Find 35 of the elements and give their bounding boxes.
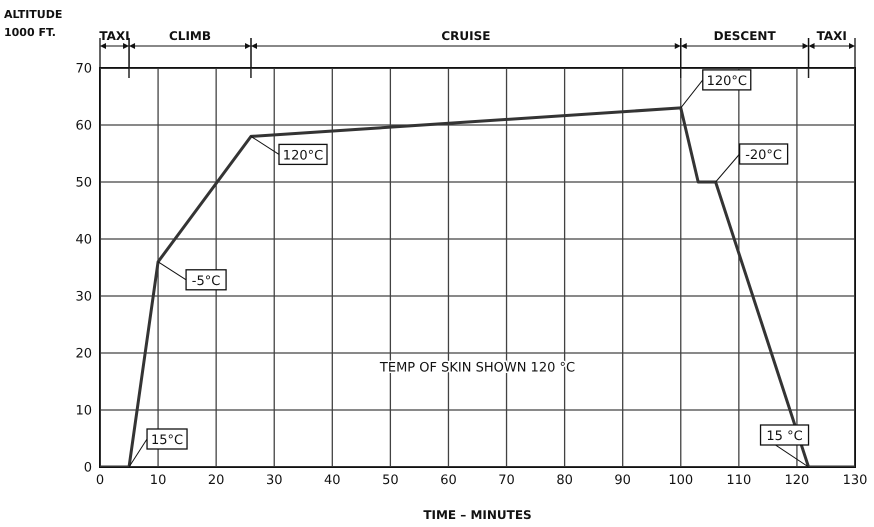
y-tick-label: 60: [75, 118, 92, 134]
x-tick-label: 30: [266, 473, 283, 488]
x-tick-label: 0: [96, 473, 104, 488]
annotation: 15 °C: [766, 429, 803, 444]
band-label: CLIMB: [169, 29, 212, 43]
x-axis-title: TIME – MINUTES: [423, 508, 532, 522]
x-tick-label: 60: [440, 473, 457, 488]
x-tick-label: 120: [784, 473, 810, 488]
x-tick-label: 90: [614, 473, 631, 488]
y-tick-label: 20: [75, 346, 92, 362]
y-tick-label: 0: [84, 460, 92, 476]
annotation: -20°C: [745, 148, 782, 163]
y-axis-title: ALTITUDE 1000 FT.: [4, 7, 64, 41]
x-tick-label: 50: [382, 473, 399, 488]
x-tick-label: 100: [668, 473, 694, 488]
x-tick-label: 20: [208, 473, 224, 488]
x-tick-label: 130: [842, 473, 868, 488]
band-label: TAXI: [816, 29, 847, 43]
x-tick-label: 10: [150, 473, 166, 488]
annotation: -5°C: [192, 274, 220, 289]
y-tick-label: 40: [75, 232, 92, 248]
y-tick-label: 50: [75, 176, 92, 191]
y-tick-label: 10: [75, 404, 92, 419]
annotation: 120°C: [706, 74, 747, 89]
annotation: 15°C: [150, 433, 184, 448]
x-tick-label: 80: [556, 473, 573, 488]
x-tick-label: 70: [498, 473, 515, 488]
band-label: DESCENT: [714, 29, 776, 43]
band-label: CRUISE: [441, 29, 490, 43]
y-tick-label: 30: [75, 290, 92, 305]
band-label: TAXI: [99, 29, 130, 43]
y-tick-label: 70: [75, 62, 92, 77]
x-tick-label: 110: [726, 473, 752, 488]
x-tick-label: 40: [324, 473, 341, 488]
annotation: 120°C: [282, 148, 324, 164]
